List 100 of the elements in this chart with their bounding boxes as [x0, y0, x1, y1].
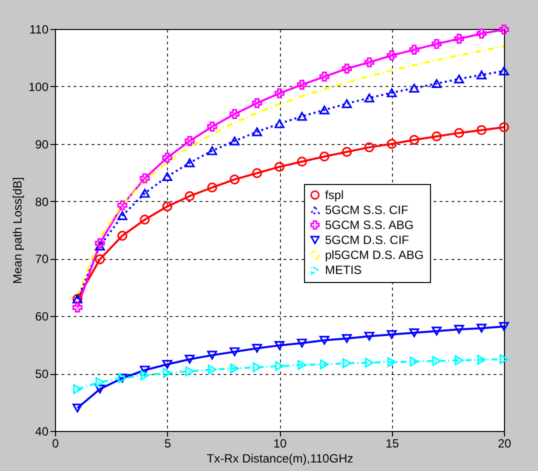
- point: [252, 127, 262, 136]
- point: [387, 357, 396, 368]
- point: [432, 131, 442, 142]
- y-tick-label: 70: [35, 252, 49, 266]
- point: [364, 93, 374, 102]
- legend-label: METIS: [325, 263, 362, 277]
- point: [319, 106, 330, 114]
- point: [499, 24, 509, 35]
- point: [274, 88, 284, 98]
- point: [454, 34, 464, 44]
- point: [432, 38, 442, 49]
- point: [500, 354, 508, 364]
- point: [342, 99, 352, 108]
- point: [410, 356, 419, 366]
- point: [208, 364, 217, 375]
- point: [94, 254, 105, 264]
- point: [432, 356, 442, 366]
- legend-label: 5GCM D.S. CIF: [325, 233, 410, 247]
- point: [94, 238, 105, 248]
- point: [230, 363, 240, 374]
- x-tick-label: 0: [52, 436, 60, 450]
- point: [454, 74, 464, 84]
- point: [94, 242, 105, 251]
- x-tick-label: 15: [386, 436, 400, 450]
- y-tick-label: 40: [35, 424, 49, 438]
- point: [409, 84, 420, 93]
- x-tick-label: 20: [498, 436, 512, 450]
- point: [274, 162, 284, 172]
- point: [162, 172, 172, 182]
- point: [386, 138, 397, 149]
- point: [364, 57, 374, 68]
- y-tick-label: 90: [35, 137, 49, 152]
- legend-label: 5GCM S.S. ABG: [325, 218, 414, 232]
- point: [230, 136, 240, 146]
- point: [275, 361, 284, 372]
- point: [454, 128, 464, 138]
- point: [140, 173, 150, 184]
- point: [274, 341, 284, 350]
- point: [364, 358, 374, 368]
- point: [140, 214, 150, 225]
- y-tick-label: 80: [35, 194, 49, 209]
- point: [72, 404, 82, 412]
- x-tick-label: 5: [164, 436, 172, 450]
- point: [342, 358, 352, 368]
- point: [296, 156, 307, 167]
- point: [117, 211, 128, 220]
- point: [386, 330, 397, 339]
- point: [342, 334, 352, 343]
- point: [432, 326, 442, 336]
- y-tick-label: 50: [35, 367, 49, 382]
- point: [252, 344, 262, 353]
- point: [185, 366, 194, 376]
- point: [296, 80, 307, 90]
- point: [409, 134, 420, 145]
- point: [319, 72, 330, 82]
- point: [386, 88, 397, 98]
- point: [364, 142, 374, 152]
- point: [184, 136, 195, 146]
- y-tick-label: 100: [28, 80, 49, 94]
- legend-label: fspl: [325, 188, 344, 202]
- point: [342, 146, 352, 157]
- point: [319, 336, 330, 345]
- point: [94, 384, 105, 394]
- point: [117, 200, 128, 210]
- point: [162, 201, 172, 212]
- point: [319, 152, 330, 162]
- point: [454, 324, 464, 334]
- point: [162, 360, 172, 369]
- point: [252, 362, 262, 372]
- point: [140, 188, 150, 198]
- point: [72, 302, 82, 313]
- point: [409, 328, 420, 338]
- point: [296, 112, 307, 121]
- x-axis-title: Tx-Rx Distance(m),110GHz: [206, 452, 354, 466]
- point: [184, 191, 195, 202]
- point: [252, 98, 262, 108]
- point: [207, 146, 218, 156]
- point: [476, 28, 487, 39]
- point: [140, 366, 150, 375]
- point: [477, 354, 486, 365]
- point: [95, 377, 104, 388]
- y-tick-label: 60: [35, 310, 49, 324]
- point: [207, 350, 218, 360]
- point: [184, 354, 195, 364]
- point: [499, 322, 509, 331]
- point: [298, 360, 306, 370]
- y-tick-label: 110: [29, 22, 49, 36]
- x-tick-label: 10: [273, 436, 287, 450]
- point: [320, 359, 329, 370]
- point: [499, 66, 509, 76]
- point: [162, 152, 172, 163]
- point: [342, 64, 352, 74]
- point: [476, 70, 487, 80]
- legend-label: 5GCM S.S. CIF: [325, 203, 408, 217]
- point: [432, 79, 442, 88]
- point: [454, 355, 464, 366]
- point: [409, 44, 420, 55]
- point: [296, 338, 307, 348]
- point: [476, 125, 487, 136]
- point: [476, 324, 487, 333]
